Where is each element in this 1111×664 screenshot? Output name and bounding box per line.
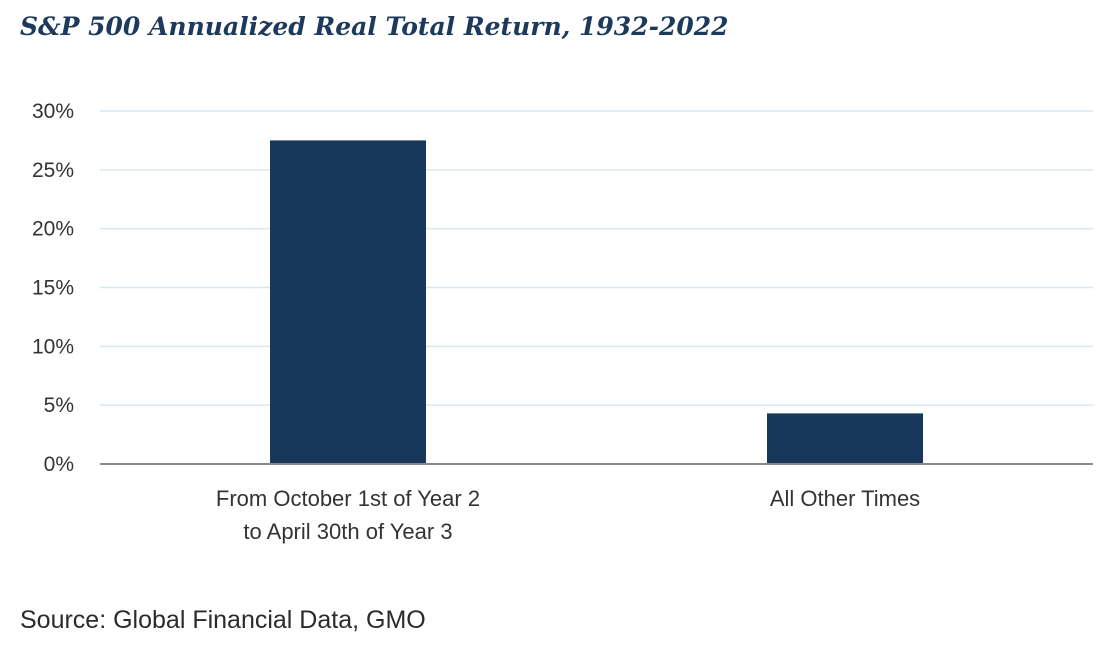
- chart-title: S&P 500 Annualized Real Total Return, 19…: [20, 12, 729, 41]
- bar: [767, 413, 923, 464]
- x-category-label: to April 30th of Year 3: [243, 519, 452, 544]
- bar: [270, 140, 426, 464]
- y-tick-label: 25%: [32, 159, 74, 182]
- y-tick-label: 20%: [32, 218, 74, 241]
- x-category-label: All Other Times: [770, 486, 920, 511]
- x-category-label: From October 1st of Year 2: [216, 486, 480, 511]
- y-tick-label: 30%: [32, 100, 74, 123]
- bar-chart: 0% 5% 10% 15% 20% 25% 30% From October 1st of Y…: [32, 100, 1093, 544]
- y-tick-label: 5%: [44, 394, 74, 417]
- source-note: Source: Global Financial Data, GMO: [20, 606, 426, 634]
- y-tick-label: 15%: [32, 277, 74, 300]
- y-tick-label: 0%: [44, 453, 74, 476]
- y-tick-label: 10%: [32, 335, 74, 358]
